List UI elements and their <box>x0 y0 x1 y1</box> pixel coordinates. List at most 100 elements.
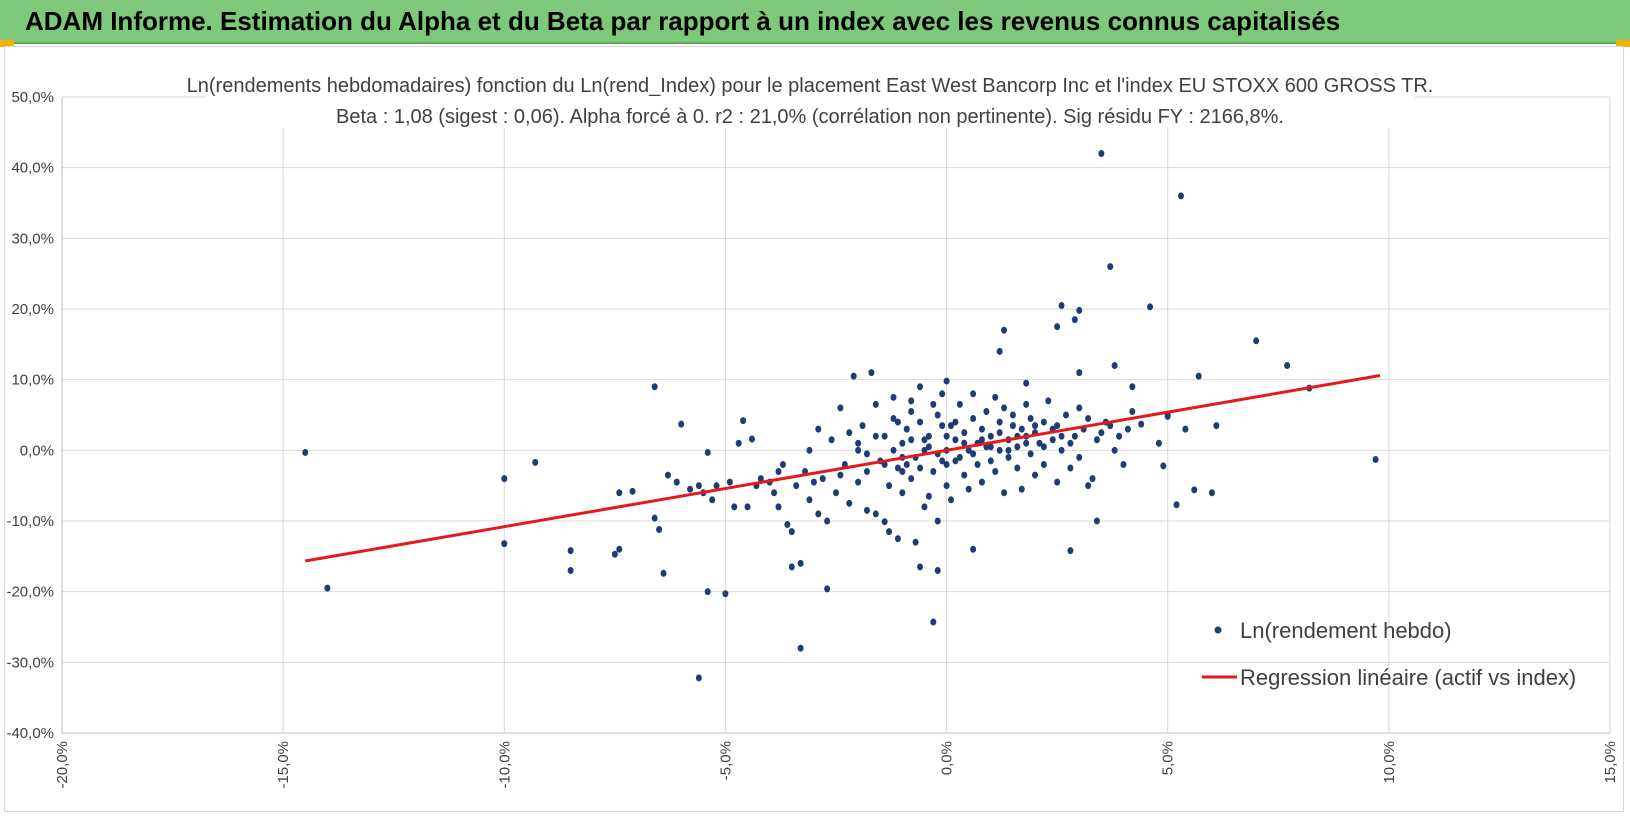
chart-frame <box>4 46 1624 812</box>
x-tick-label: -10,0% <box>496 741 513 789</box>
data-point <box>713 482 720 490</box>
data-point <box>837 471 844 479</box>
data-point <box>1208 489 1215 497</box>
data-point <box>1085 482 1092 490</box>
data-point <box>748 435 755 443</box>
data-point <box>912 538 919 546</box>
data-point <box>704 588 711 596</box>
data-point <box>629 487 636 495</box>
data-point <box>1005 453 1012 461</box>
data-point <box>961 471 968 479</box>
data-point <box>1372 456 1379 464</box>
data-point <box>740 417 747 425</box>
data-point <box>1076 369 1083 377</box>
data-point <box>886 482 893 490</box>
y-tick-label: 0,0% <box>20 442 54 459</box>
data-point <box>1129 407 1136 415</box>
data-point <box>925 492 932 500</box>
data-point <box>934 411 941 419</box>
data-point <box>908 397 915 405</box>
data-point <box>1164 412 1171 420</box>
data-point <box>797 644 804 652</box>
data-point <box>1098 150 1105 158</box>
data-point <box>1067 547 1074 555</box>
data-point <box>978 478 985 486</box>
data-point <box>943 432 950 440</box>
data-point <box>983 407 990 415</box>
data-point <box>1058 446 1065 454</box>
data-point <box>704 448 711 456</box>
data-point <box>881 432 888 440</box>
data-point <box>996 347 1003 355</box>
data-point <box>970 450 977 458</box>
data-point <box>1173 501 1180 509</box>
data-point <box>815 425 822 433</box>
data-point <box>567 547 574 555</box>
data-point <box>819 475 826 483</box>
data-point <box>903 460 910 468</box>
data-point <box>863 450 870 458</box>
data-point <box>1001 326 1008 334</box>
data-point <box>970 390 977 398</box>
data-point <box>947 496 954 504</box>
data-point <box>917 563 924 571</box>
data-point <box>846 429 853 437</box>
data-point <box>961 429 968 437</box>
data-point <box>806 496 813 504</box>
legend-regression-label: Regression linéaire (actif vs index) <box>1240 665 1576 690</box>
data-point <box>886 528 893 536</box>
data-point <box>722 590 729 598</box>
data-point <box>695 674 702 682</box>
data-point <box>1027 450 1034 458</box>
x-tick-label: 5,0% <box>1160 741 1177 775</box>
x-tick-label: -20,0% <box>54 741 71 789</box>
data-point <box>917 464 924 472</box>
data-point <box>921 503 928 511</box>
data-point <box>788 528 795 536</box>
data-point <box>850 372 857 380</box>
data-point <box>1018 425 1025 433</box>
data-point <box>974 460 981 468</box>
data-point <box>1160 462 1167 470</box>
data-point <box>660 569 667 577</box>
data-point <box>1093 436 1100 444</box>
data-point <box>1001 489 1008 497</box>
data-point <box>863 506 870 514</box>
data-point <box>1040 443 1047 451</box>
x-tick-label: 15,0% <box>1602 741 1619 784</box>
data-point <box>1120 460 1127 468</box>
x-tick-label: 0,0% <box>939 741 956 775</box>
data-point <box>934 517 941 525</box>
regression-line-group <box>305 374 1381 563</box>
data-point <box>952 457 959 465</box>
data-point <box>779 460 786 468</box>
data-point <box>687 485 694 493</box>
data-point <box>996 429 1003 437</box>
data-point <box>996 446 1003 454</box>
data-point <box>709 496 716 504</box>
data-point <box>890 393 897 401</box>
data-point <box>934 566 941 574</box>
data-point <box>943 460 950 468</box>
data-point <box>501 540 508 548</box>
data-point <box>890 446 897 454</box>
data-point <box>797 559 804 567</box>
data-point <box>881 518 888 526</box>
data-point <box>1054 478 1061 486</box>
data-point <box>939 457 946 465</box>
data-point <box>846 499 853 507</box>
data-point <box>903 425 910 433</box>
data-point <box>532 458 539 466</box>
data-point <box>970 415 977 423</box>
data-point <box>863 468 870 476</box>
data-point <box>678 420 685 428</box>
data-point <box>1023 379 1030 387</box>
data-point <box>1054 323 1061 331</box>
data-point <box>1098 429 1105 437</box>
data-point <box>947 422 954 430</box>
data-point <box>1253 337 1260 345</box>
data-point <box>302 448 309 456</box>
data-point <box>1076 453 1083 461</box>
data-point <box>908 436 915 444</box>
